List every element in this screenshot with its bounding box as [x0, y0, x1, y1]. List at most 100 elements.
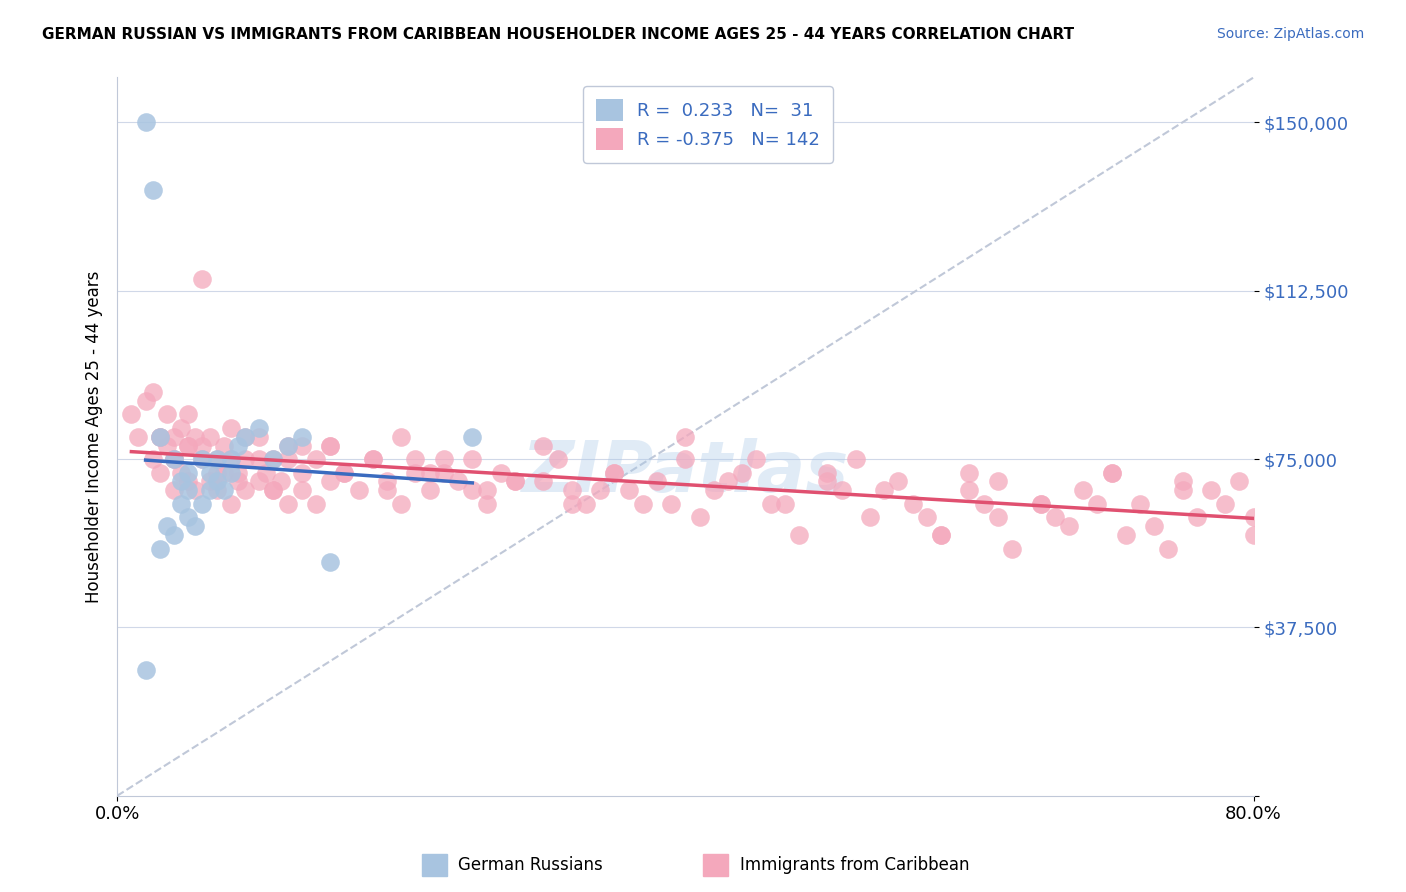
Point: [1199, 483, 1222, 498]
Point: [1115, 528, 1137, 542]
Point: [319, 439, 342, 453]
Point: [1029, 497, 1052, 511]
Point: [291, 466, 314, 480]
Y-axis label: Householder Income Ages 25 - 44 years: Householder Income Ages 25 - 44 years: [86, 270, 103, 603]
Point: [233, 452, 256, 467]
Point: [673, 429, 696, 443]
Point: [717, 475, 740, 489]
Point: [156, 407, 179, 421]
Point: [170, 475, 193, 489]
Point: [198, 429, 221, 443]
Point: [375, 483, 398, 498]
Point: [277, 439, 299, 453]
Point: [845, 452, 868, 467]
Point: [149, 429, 172, 443]
Point: [773, 497, 796, 511]
Text: ZIPatlas: ZIPatlas: [522, 438, 849, 507]
Point: [1043, 510, 1066, 524]
Point: [212, 466, 235, 480]
Legend: R =  0.233   N=  31, R = -0.375   N= 142: R = 0.233 N= 31, R = -0.375 N= 142: [583, 87, 832, 163]
Point: [163, 429, 186, 443]
Point: [915, 510, 938, 524]
Point: [447, 475, 470, 489]
Point: [1213, 497, 1236, 511]
Point: [205, 475, 228, 489]
Point: [745, 452, 768, 467]
Point: [987, 510, 1010, 524]
Point: [475, 483, 498, 498]
Point: [170, 497, 193, 511]
Point: [226, 439, 249, 453]
Point: [177, 483, 200, 498]
Point: [305, 497, 328, 511]
Point: [873, 483, 896, 498]
Point: [128, 429, 150, 443]
Point: [163, 452, 186, 467]
Point: [1171, 475, 1194, 489]
Point: [277, 497, 299, 511]
Point: [503, 475, 526, 489]
Point: [135, 663, 157, 677]
Point: [475, 497, 498, 511]
Point: [233, 429, 256, 443]
Text: German Russians: German Russians: [458, 855, 603, 874]
Point: [219, 452, 242, 467]
Point: [817, 475, 839, 489]
Point: [277, 439, 299, 453]
Point: [1157, 541, 1180, 556]
Point: [291, 483, 314, 498]
Point: [1101, 466, 1123, 480]
Point: [959, 466, 981, 480]
Point: [177, 466, 200, 480]
Point: [149, 541, 172, 556]
Point: [177, 439, 200, 453]
Point: [184, 429, 207, 443]
Point: [929, 528, 952, 542]
Point: [731, 466, 754, 480]
Point: [859, 510, 882, 524]
Point: [233, 483, 256, 498]
Point: [191, 497, 214, 511]
Point: [226, 466, 249, 480]
Point: [262, 452, 284, 467]
Point: [589, 483, 612, 498]
Point: [170, 420, 193, 434]
Point: [361, 452, 384, 467]
Point: [703, 483, 725, 498]
Point: [1143, 519, 1166, 533]
Point: [191, 452, 214, 467]
Point: [333, 466, 356, 480]
Point: [142, 452, 165, 467]
Point: [219, 420, 242, 434]
Point: [433, 466, 456, 480]
Point: [319, 475, 342, 489]
Point: [262, 483, 284, 498]
Point: [787, 528, 810, 542]
Point: [205, 452, 228, 467]
Point: [419, 483, 441, 498]
Point: [120, 407, 142, 421]
Point: [156, 519, 179, 533]
Point: [405, 452, 427, 467]
Point: [603, 466, 626, 480]
Point: [831, 483, 853, 498]
Point: [347, 483, 370, 498]
Point: [461, 429, 484, 443]
Point: [247, 420, 270, 434]
Point: [887, 475, 910, 489]
Point: [219, 497, 242, 511]
Point: [198, 483, 221, 498]
Text: Source: ZipAtlas.com: Source: ZipAtlas.com: [1216, 27, 1364, 41]
Point: [135, 393, 157, 408]
Point: [361, 452, 384, 467]
Point: [247, 452, 270, 467]
Point: [1029, 497, 1052, 511]
Point: [177, 475, 200, 489]
Point: [212, 483, 235, 498]
Point: [149, 429, 172, 443]
Point: [1243, 510, 1265, 524]
Point: [149, 429, 172, 443]
Point: [405, 466, 427, 480]
Point: [177, 510, 200, 524]
Point: [561, 483, 583, 498]
